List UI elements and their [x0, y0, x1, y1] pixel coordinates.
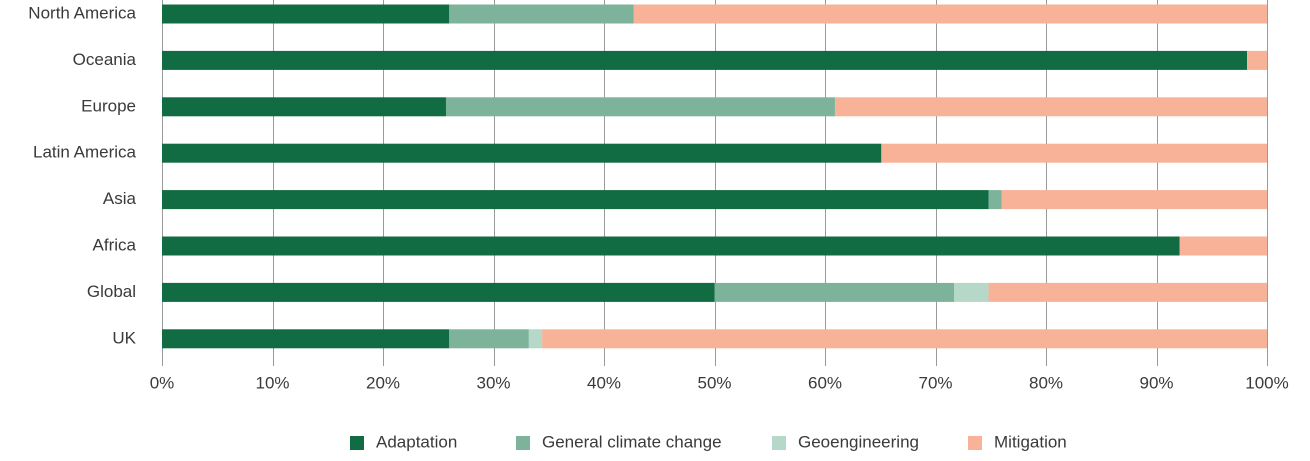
category-label: Oceania: [73, 50, 137, 69]
x-tick-label: 30%: [476, 373, 510, 392]
x-tick-label: 40%: [587, 373, 621, 392]
x-tick-label: 0%: [150, 373, 175, 392]
bar-segment-geoengineering: [954, 282, 989, 302]
legend-item: Adaptation: [350, 432, 457, 451]
category-label: North America: [28, 3, 136, 22]
category-label: Asia: [103, 189, 137, 208]
legend-swatch: [772, 436, 786, 450]
legend-item: Geoengineering: [772, 432, 919, 451]
bar-segment-adaptation: [162, 282, 715, 302]
legend-label: Geoengineering: [798, 432, 919, 451]
bar-segment-adaptation: [162, 143, 882, 163]
bar-segment-adaptation: [162, 4, 450, 24]
x-tick-label: 50%: [697, 373, 731, 392]
category-label: Africa: [93, 235, 137, 254]
legend: Adaptation General climate change Geoengin…: [350, 432, 1067, 451]
category-label: Global: [87, 282, 136, 301]
bar-segment-general-climate-change: [714, 282, 955, 302]
legend-swatch: [516, 436, 530, 450]
legend-swatch: [968, 436, 982, 450]
bars: [162, 4, 1267, 349]
x-tick-label: 20%: [366, 373, 400, 392]
legend-swatch: [350, 436, 364, 450]
category-label: UK: [112, 328, 136, 347]
category-label: Europe: [81, 96, 136, 115]
bar-segment-geoengineering: [528, 329, 543, 349]
x-tick-label: 80%: [1029, 373, 1063, 392]
bar-segment-mitigation: [834, 97, 1267, 117]
bar-segment-adaptation: [162, 97, 446, 117]
bar-segment-general-climate-change: [445, 97, 835, 117]
bar-segment-mitigation: [542, 329, 1267, 349]
x-tick-label: 10%: [255, 373, 289, 392]
bar-segment-mitigation: [881, 143, 1267, 163]
category-label: Latin America: [33, 143, 137, 162]
bar-segment-general-climate-change: [988, 190, 1002, 210]
bar-segment-adaptation: [162, 329, 450, 349]
legend-label: General climate change: [542, 432, 722, 451]
x-tick-label: 100%: [1245, 373, 1288, 392]
bar-segment-adaptation: [162, 236, 1180, 256]
x-tick-labels: 0% 10% 20% 30% 40% 50% 60% 70% 80% 90% 100%: [150, 373, 1289, 392]
category-labels: North America Oceania Europe Latin America A…: [28, 3, 136, 347]
bar-segment-adaptation: [162, 50, 1248, 70]
x-tick-label: 60%: [808, 373, 842, 392]
x-tick-label: 90%: [1139, 373, 1173, 392]
x-tick-label: 70%: [918, 373, 952, 392]
bar-segment-mitigation: [1001, 190, 1267, 210]
bar-segment-adaptation: [162, 190, 989, 210]
legend-item: General climate change: [516, 432, 722, 451]
legend-label: Adaptation: [376, 432, 457, 451]
legend-label: Mitigation: [994, 432, 1067, 451]
bar-segment-general-climate-change: [449, 329, 529, 349]
bar-segment-general-climate-change: [449, 4, 634, 24]
bar-segment-mitigation: [633, 4, 1267, 24]
bar-segment-mitigation: [1179, 236, 1267, 256]
bar-segment-mitigation: [1247, 50, 1267, 70]
bar-segment-mitigation: [988, 282, 1267, 302]
legend-item: Mitigation: [968, 432, 1067, 451]
